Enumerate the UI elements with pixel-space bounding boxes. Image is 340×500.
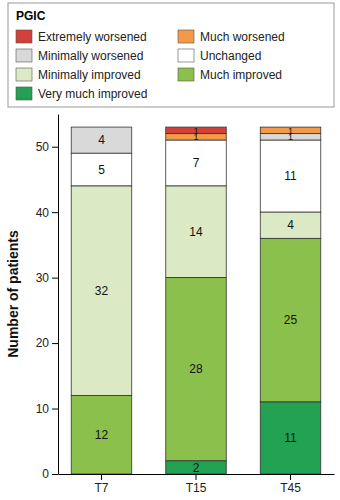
legend-title: PGIC	[16, 9, 46, 23]
legend-item: Very much improved	[16, 87, 147, 101]
data-label: 12	[95, 428, 109, 442]
bar-segment	[260, 238, 320, 402]
legend-swatch	[178, 49, 194, 62]
y-tick-mark	[52, 409, 58, 410]
y-tick: 10	[36, 402, 58, 416]
legend-swatch	[16, 87, 32, 100]
bar-segment	[166, 140, 226, 186]
y-tick-label: 50	[36, 140, 50, 154]
bar-segment	[71, 153, 131, 186]
x-axis: T7 T15 T45	[59, 474, 335, 495]
x-tick: T15	[186, 474, 207, 495]
legend-item: Minimally worsened	[16, 49, 143, 63]
legend-item: Much worsened	[178, 30, 285, 44]
data-label: 1	[288, 132, 293, 142]
data-label: 14	[189, 225, 203, 239]
bar-segment	[260, 212, 320, 238]
y-tick: 20	[36, 336, 58, 350]
y-tick-label: 20	[36, 336, 50, 350]
y-tick: 30	[36, 271, 58, 285]
data-label: 7	[193, 156, 200, 170]
x-tick-label: T15	[186, 481, 207, 495]
y-tick-label: 10	[36, 402, 50, 416]
y-tick-label: 30	[36, 271, 50, 285]
legend: PGIC Extremely worsened Much worsened Minim…	[8, 3, 334, 107]
bar-segment	[166, 278, 226, 461]
x-tick: T7	[94, 474, 108, 495]
bar-segment	[260, 140, 320, 212]
legend-item: Minimally improved	[16, 68, 141, 82]
bar-segment	[71, 186, 131, 395]
data-label: 4	[98, 133, 105, 147]
legend-label: Extremely worsened	[38, 30, 147, 44]
y-axis-title: Number of patients	[5, 230, 21, 358]
legend-swatch	[178, 30, 194, 43]
bar-segment	[71, 395, 131, 474]
y-tick-mark	[52, 474, 58, 475]
data-label: 25	[284, 313, 298, 327]
legend-label: Minimally worsened	[38, 49, 143, 63]
data-label: 4	[287, 218, 294, 232]
bar-segment	[71, 127, 131, 153]
bar-segment	[166, 461, 226, 474]
x-tick-mark	[101, 474, 102, 480]
y-tick: 50	[36, 140, 58, 154]
legend-swatch	[16, 68, 32, 81]
x-tick-label: T7	[94, 481, 108, 495]
y-tick-mark	[52, 343, 58, 344]
y-tick: 40	[36, 206, 58, 220]
legend-swatch	[178, 68, 194, 81]
y-tick-mark	[52, 278, 58, 279]
legend-swatch	[16, 49, 32, 62]
y-tick-mark	[52, 212, 58, 213]
chart: PGIC Extremely worsened Much worsened Minim…	[0, 0, 340, 500]
data-label: 32	[95, 284, 109, 298]
legend-item: Extremely worsened	[16, 30, 147, 44]
data-label: 11	[284, 169, 297, 183]
legend-swatch	[16, 30, 32, 43]
data-label: 28	[189, 362, 203, 376]
bar-segment	[166, 186, 226, 278]
data-label: 11	[284, 431, 297, 445]
x-tick-mark	[196, 474, 197, 480]
x-tick: T45	[280, 474, 301, 495]
legend-label: Minimally improved	[38, 68, 141, 82]
legend-label: Very much improved	[38, 87, 147, 101]
bar-segment	[260, 402, 320, 474]
y-tick-mark	[52, 147, 58, 148]
y-tick-label: 0	[42, 467, 49, 481]
x-tick-label: T45	[280, 481, 301, 495]
legend-box	[8, 3, 334, 107]
x-tick-mark	[290, 474, 291, 480]
legend-label: Unchanged	[200, 49, 261, 63]
y-axis: 0 10 20 30 40 50	[36, 115, 59, 482]
data-label: 2	[193, 461, 200, 475]
y-tick-label: 40	[36, 206, 50, 220]
y-axis-line	[58, 115, 59, 475]
data-label: 1	[193, 132, 198, 142]
legend-item: Unchanged	[178, 49, 261, 63]
y-tick: 0	[42, 467, 58, 481]
data-labels: 11141571132144122825211	[95, 126, 298, 475]
data-label: 5	[98, 163, 105, 177]
bars	[71, 127, 321, 474]
legend-item: Much improved	[178, 68, 282, 82]
legend-label: Much improved	[200, 68, 282, 82]
legend-label: Much worsened	[200, 30, 285, 44]
